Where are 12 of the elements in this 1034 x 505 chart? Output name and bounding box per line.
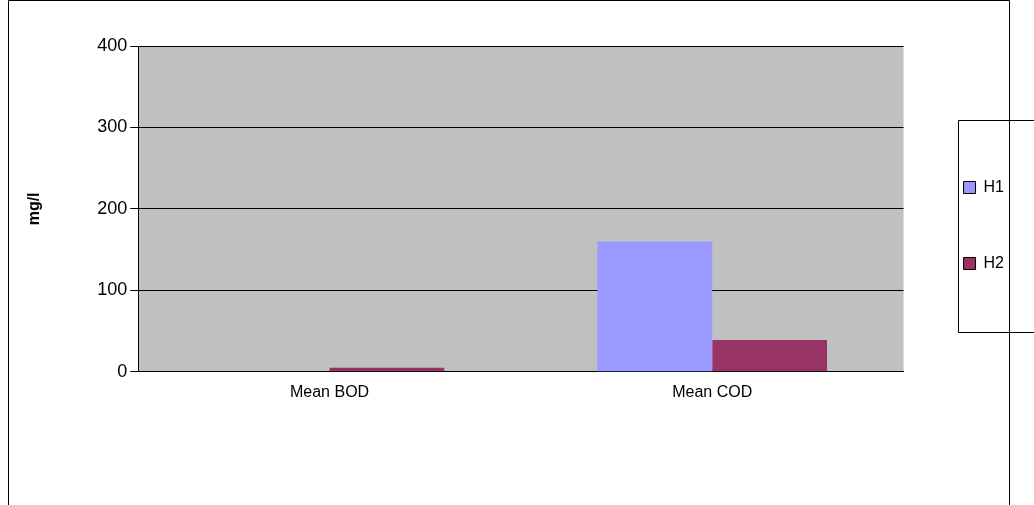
- y-tick-label: 100: [97, 279, 128, 300]
- legend-label: H1: [983, 177, 1005, 195]
- x-tick-label: Mean COD: [672, 382, 753, 400]
- x-tick-label: Mean BOD: [289, 382, 370, 400]
- y-axis-title: mg/l: [25, 192, 43, 226]
- y-tick-label: 0: [117, 360, 128, 381]
- y-tick-label: 300: [97, 116, 128, 137]
- bar: [597, 241, 713, 372]
- bar: [712, 340, 828, 372]
- y-tick-label: 400: [97, 34, 128, 55]
- y-tick-label: 200: [97, 197, 128, 218]
- legend-label: H2: [983, 253, 1005, 271]
